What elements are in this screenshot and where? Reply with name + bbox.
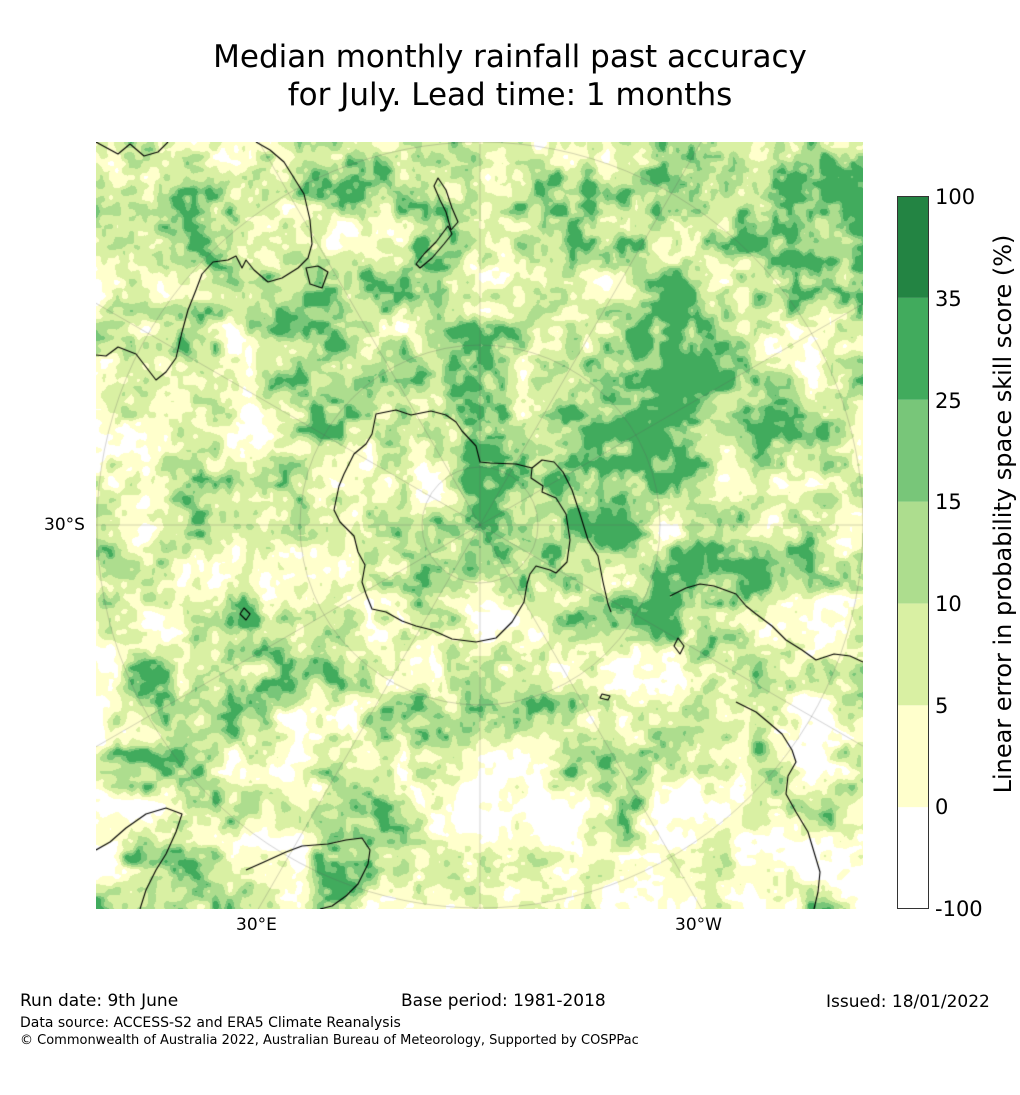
chart-title: Median monthly rainfall past accuracy fo…	[0, 38, 1020, 114]
issued-date: Issued: 18/01/2022	[826, 992, 990, 1012]
colorbar-tick-100: 100	[935, 185, 976, 209]
colorbar-tick-0: 0	[935, 795, 949, 819]
colorbar-frame	[897, 196, 929, 909]
colorbar-band	[897, 297, 929, 400]
copyright: © Commonwealth of Australia 2022, Austra…	[20, 1033, 639, 1048]
longitude-label-30w: 30°W	[675, 915, 722, 935]
colorbar-tick-15: 15	[935, 490, 962, 514]
colorbar-band	[897, 807, 929, 909]
colorbar-tick-10: 10	[935, 592, 962, 616]
colorbar	[897, 196, 929, 909]
colorbar-tick-35: 35	[935, 287, 962, 311]
base-period: Base period: 1981-2018	[401, 991, 606, 1011]
skill-score-map	[96, 142, 863, 909]
colorbar-tick-minus-100: -100	[935, 897, 983, 921]
colorbar-tick-5: 5	[935, 694, 949, 718]
colorbar-band	[897, 196, 929, 298]
title-line-1: Median monthly rainfall past accuracy	[213, 39, 807, 75]
latitude-label-30s: 30°S	[44, 515, 85, 535]
data-source: Data source: ACCESS-S2 and ERA5 Climate …	[20, 1015, 401, 1031]
colorbar-band	[897, 705, 929, 808]
colorbar-title: Linear error in probability space skill …	[989, 234, 1017, 794]
colorbar-tick-25: 25	[935, 389, 962, 413]
title-line-2: for July. Lead time: 1 months	[287, 77, 733, 113]
run-date: Run date: 9th June	[20, 991, 179, 1011]
colorbar-band	[897, 501, 929, 604]
colorbar-band	[897, 399, 929, 502]
colorbar-band	[897, 603, 929, 706]
longitude-label-30e: 30°E	[236, 915, 277, 935]
